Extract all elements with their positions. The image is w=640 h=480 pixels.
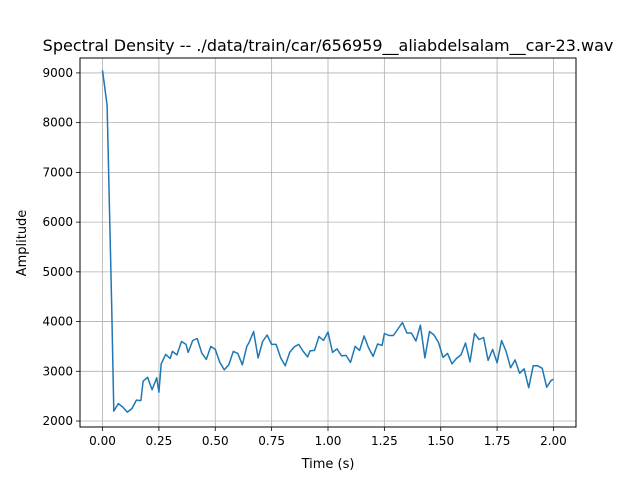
y-axis-label: Amplitude bbox=[15, 210, 30, 277]
x-axis-ticks: 0.00 0.25 0.50 0.75 1.00 1.25 1.50 1.75 2.00 bbox=[89, 427, 567, 448]
x-tick-label: 1.00 bbox=[315, 434, 342, 448]
y-tick-label: 6000 bbox=[42, 215, 73, 229]
x-axis-label: Time (s) bbox=[301, 457, 355, 472]
x-tick-label: 1.75 bbox=[484, 434, 511, 448]
x-tick-label: 0.00 bbox=[89, 434, 116, 448]
x-tick-label: 2.00 bbox=[540, 434, 567, 448]
series-layer bbox=[101, 70, 554, 413]
chart-title: Spectral Density -- ./data/train/car/656… bbox=[43, 36, 614, 56]
y-tick-label: 5000 bbox=[42, 265, 73, 279]
y-tick-label: 3000 bbox=[42, 364, 73, 378]
y-tick-label: 9000 bbox=[42, 66, 73, 80]
x-tick-label: 0.50 bbox=[202, 434, 229, 448]
x-tick-label: 0.75 bbox=[258, 434, 285, 448]
series-line bbox=[101, 70, 554, 413]
y-tick-label: 7000 bbox=[42, 165, 73, 179]
y-tick-label: 2000 bbox=[42, 414, 73, 428]
y-axis-ticks: 2000 3000 4000 5000 6000 7000 8000 9000 bbox=[42, 66, 80, 428]
x-tick-label: 1.50 bbox=[427, 434, 454, 448]
x-tick-label: 1.25 bbox=[371, 434, 398, 448]
x-tick-label: 0.25 bbox=[146, 434, 173, 448]
y-tick-label: 8000 bbox=[42, 116, 73, 130]
grid-lines bbox=[80, 58, 576, 427]
y-tick-label: 4000 bbox=[42, 315, 73, 329]
